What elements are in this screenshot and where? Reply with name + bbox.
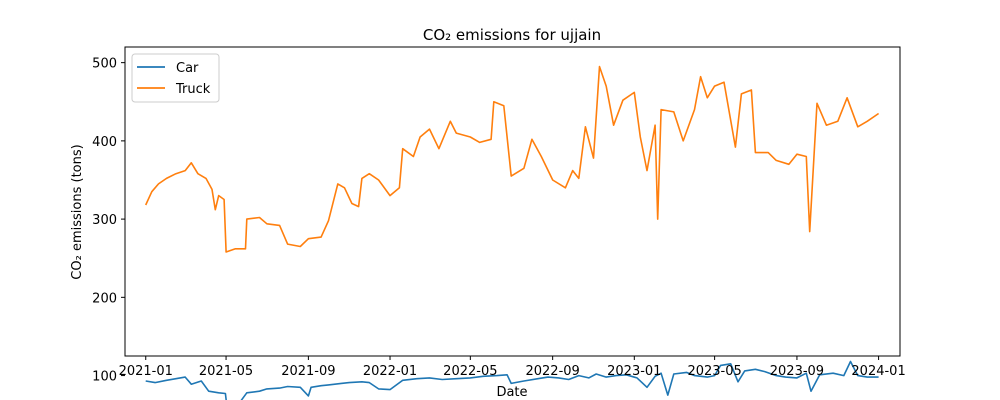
legend-label-truck: Truck [175, 82, 211, 97]
x-tick-label: 2023-05 [687, 364, 741, 379]
x-tick-label: 2023-01 [607, 364, 661, 379]
x-tick-label: 2021-05 [199, 364, 253, 379]
y-tick-label: 300 [92, 213, 117, 228]
plot-frame [124, 46, 901, 357]
x-axis-label: Date [496, 385, 527, 400]
series-layer [144, 65, 880, 400]
legend-label-car: Car [176, 61, 199, 76]
series-line-truck [144, 65, 880, 253]
x-tick-label: 2024-01 [851, 364, 905, 379]
y-axis-label: CO₂ emissions (tons) [70, 144, 85, 279]
x-tick-label: 2022-05 [443, 364, 497, 379]
series-line-car [145, 360, 879, 400]
legend: Car Truck [131, 53, 220, 103]
y-tick-label: 400 [92, 135, 117, 150]
axes-layer: 2021-01 2021-05 2021-09 2022-01 2022-05 2022-… [92, 57, 906, 385]
x-tick-label: 2022-09 [525, 364, 579, 379]
x-tick-label: 2021-09 [281, 364, 335, 379]
chart-title: CO₂ emissions for ujjain [423, 26, 601, 44]
x-tick-label: 2021-01 [119, 364, 173, 379]
y-tick-label: 100 [92, 370, 117, 385]
legend-box [131, 53, 220, 103]
y-tick-label: 500 [92, 57, 117, 72]
x-tick-label: 2022-01 [363, 364, 417, 379]
y-tick-label: 200 [92, 291, 117, 306]
x-tick-label: 2023-09 [770, 364, 824, 379]
